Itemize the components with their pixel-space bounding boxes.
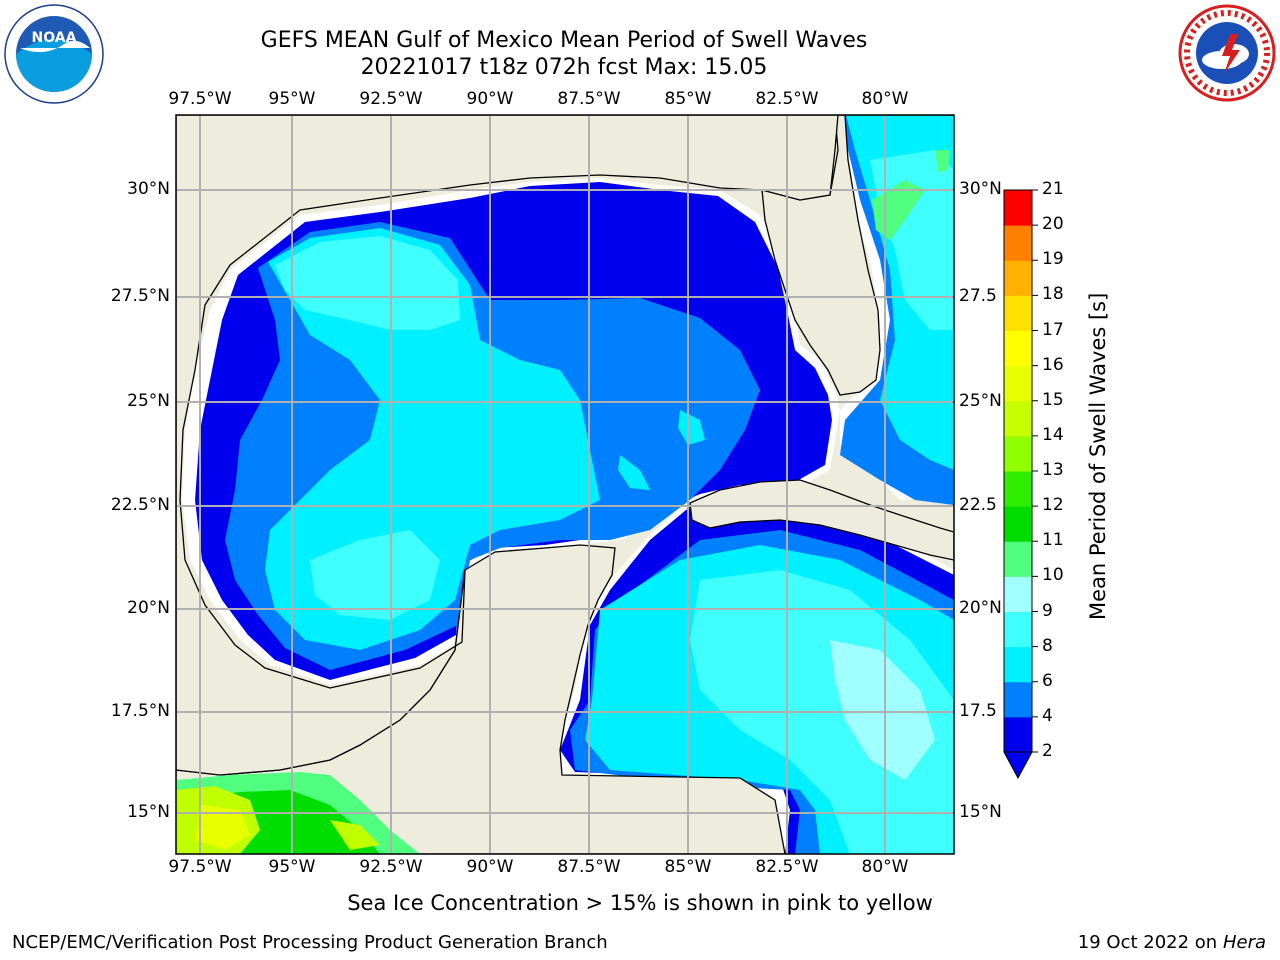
lon-tick-bottom: 80°W [861,857,909,877]
colorbar-tick-label: 14 [1042,424,1064,445]
colorbar-segment [1004,190,1032,226]
plot-frame [175,114,955,855]
lon-tick-top: 80°W [861,89,909,109]
lon-tick-top: 95°W [268,89,316,109]
footer-branch: NCEP/EMC/Verification Post Processing Pr… [12,932,608,953]
colorbar-tick-label: 16 [1042,354,1064,375]
gulf-cyan-east-patch [618,455,650,490]
colorbar-segment [1004,225,1032,261]
atlantic-green-patch2 [935,150,950,172]
colorbar-segment [1004,400,1032,437]
colorbar-tick-label: 13 [1042,460,1064,480]
colorbar-tick-label: 11 [1042,530,1064,551]
colorbar-segment [1004,260,1032,296]
colorbar [1003,189,1038,780]
colorbar-segment [1004,646,1032,683]
footer-date-text: 19 Oct 2022 on [1077,932,1223,953]
colorbar-tick-label: 6 [1042,670,1053,691]
colorbar-tick-label: 19 [1042,249,1064,270]
lon-tick-bottom: 87.5°W [557,857,621,877]
svg-text:NOAA: NOAA [32,30,77,46]
colorbar-segment [1004,365,1032,402]
colorbar-tick-label: 15 [1042,389,1064,410]
lon-tick-bottom: 85°W [664,857,712,877]
colorbar-label: Mean Period of Swell Waves [s] [1086,292,1110,620]
lon-tick-top: 85°W [664,89,712,109]
cuba-land [689,479,954,561]
lon-tick-bottom: 95°W [268,857,316,877]
colorbar-segment [1004,681,1032,718]
lat-tick-left: 27.5°N [110,286,170,306]
footer-host: Hera [1222,932,1266,953]
lat-tick-left: 30°N [127,179,170,199]
colorbar-segment [1004,716,1032,753]
colorbar-tick-label: 17 [1042,319,1064,340]
plot-subtitle: 20221017 t18z 072h fcst Max: 15.05 [360,55,768,80]
gridlines [176,115,954,854]
colorbar-segment [1004,576,1032,612]
lon-tick-top: 92.5°W [359,89,423,109]
plot-title: GEFS MEAN Gulf of Mexico Mean Period of … [260,28,868,53]
noaa-logo: NOAA [4,4,104,104]
colorbar-tick-label: 10 [1042,565,1064,586]
colorbar-segment [1004,330,1032,367]
lon-tick-bottom: 82.5°W [755,857,819,877]
lat-tick-right: 27.5 [959,286,997,306]
colorbar-segment [1004,435,1032,472]
pacific-lime-region [330,820,380,850]
lon-tick-bottom: 90°W [466,857,514,877]
colorbar-tick-label: 4 [1042,705,1053,726]
colorbar-tick-label: 8 [1042,635,1053,656]
colorbar-segment [1004,295,1032,331]
colorbar-segment [1004,611,1032,648]
lon-tick-top: 90°W [466,89,514,109]
footer-date: 19 Oct 2022 on Hera [1078,932,1266,953]
gulf-lightcyan-sw [310,530,440,620]
lon-tick-top: 97.5°W [168,89,232,109]
lon-tick-top: 82.5°W [755,89,819,109]
colorbar-tick-label: 20 [1042,214,1064,235]
lat-tick-left: 25°N [127,391,170,411]
lat-tick-left: 17.5°N [110,701,170,721]
lat-tick-right: 15°N [959,802,1002,822]
gulf-lightcyan-west [275,236,460,330]
lat-tick-right: 30°N [959,179,1002,199]
colorbar-segment [1004,541,1032,577]
lat-tick-right: 22.5 [959,495,997,515]
lat-tick-right: 20°N [959,598,1002,618]
lat-tick-right: 25°N [959,391,1002,411]
lon-tick-top: 87.5°W [557,89,621,109]
florida-land [761,115,881,396]
gulf-cyan-east-patch2 [678,410,705,445]
colorbar-tick-label: 12 [1042,495,1064,516]
caribbean-pale-cyan [830,640,935,780]
pacific-yellow-region [195,805,250,850]
lat-tick-left: 15°N [127,802,170,822]
colorbar-tick-label: 18 [1042,284,1064,305]
colorbar-tick-label: 9 [1042,600,1053,621]
lat-tick-right: 17.5 [959,701,997,721]
colorbar-segment [1004,471,1032,507]
nws-logo [1178,4,1276,102]
colorbar-segment [1004,506,1032,542]
colorbar-tick-label: 21 [1042,179,1064,199]
lon-tick-bottom: 97.5°W [168,857,232,877]
colorbar-extend-arrow [1003,751,1033,780]
sea-ice-note: Sea Ice Concentration > 15% is shown in … [347,891,933,915]
colorbar-tick-label: 2 [1042,741,1053,761]
lon-tick-bottom: 92.5°W [359,857,423,877]
lat-tick-left: 20°N [127,598,170,618]
lat-tick-left: 22.5°N [110,495,170,515]
